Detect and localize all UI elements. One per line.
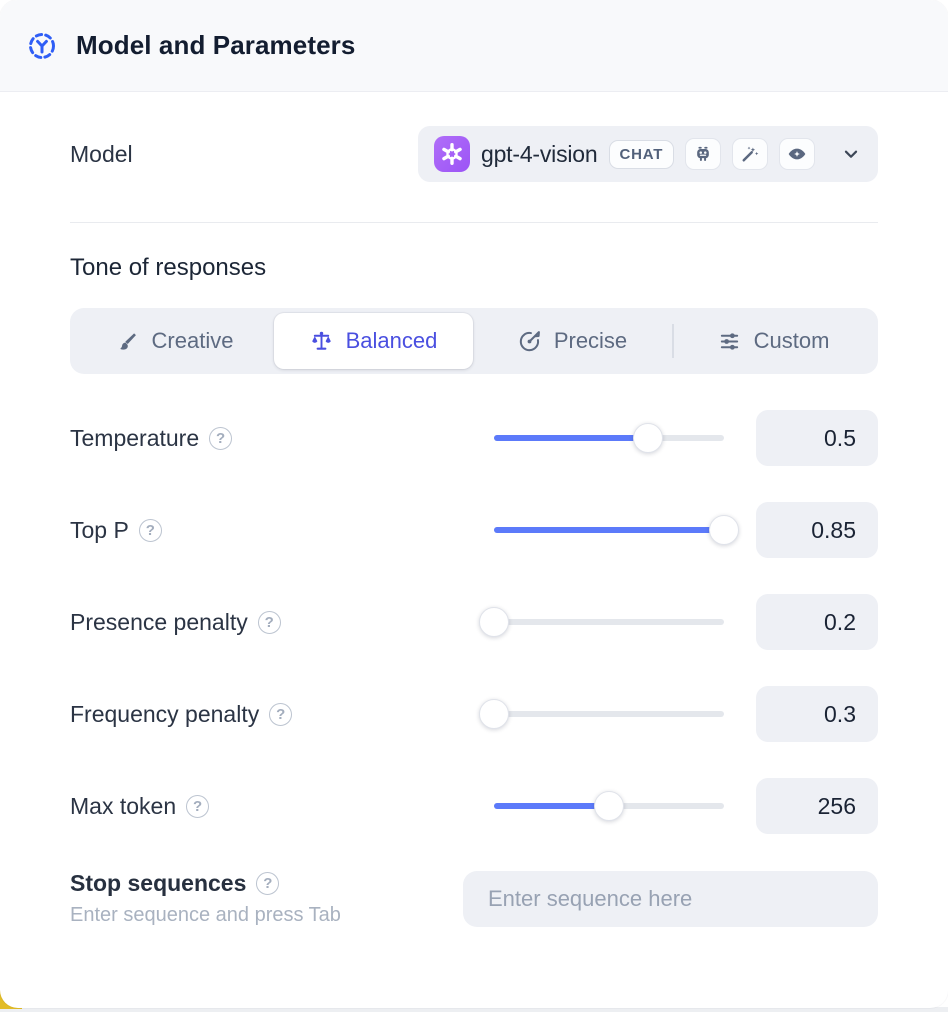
parameter-row: Presence penalty ? 0.2 (70, 594, 878, 650)
parameter-row: Frequency penalty ? 0.3 (70, 686, 878, 742)
stop-sequence-input[interactable] (463, 870, 878, 927)
help-icon[interactable]: ? (186, 794, 210, 818)
openai-logo-icon (434, 136, 470, 172)
tone-option-precise[interactable]: Precise (473, 313, 672, 369)
section-divider (70, 222, 878, 223)
tone-segmented-control: Creative Balanced (70, 308, 878, 374)
parameter-slider[interactable] (494, 791, 724, 821)
slider-thumb[interactable] (709, 515, 739, 545)
help-icon[interactable]: ? (256, 872, 280, 895)
tone-option-balanced[interactable]: Balanced (274, 313, 473, 369)
parameter-slider[interactable] (494, 515, 739, 545)
panel-header: Model and Parameters (0, 0, 948, 92)
background-strip (0, 1007, 948, 1012)
tone-option-label: Creative (151, 328, 234, 353)
slider-thumb[interactable] (479, 699, 509, 729)
help-icon[interactable]: ? (209, 426, 233, 450)
slider-track (494, 711, 724, 717)
stop-sequences-helper: Enter sequence and press Tab (70, 904, 341, 926)
slider-fill (494, 527, 724, 533)
robot-icon (685, 138, 722, 170)
panel-title: Model and Parameters (76, 30, 356, 60)
tone-option-label: Custom (753, 328, 830, 353)
parameter-label: Temperature (70, 424, 200, 451)
chevron-down-icon (840, 143, 862, 165)
slider-fill (494, 435, 649, 441)
parameter-row: Max token ? 256 (70, 778, 878, 834)
magic-wand-icon (732, 138, 769, 170)
model-label: Model (70, 140, 133, 167)
parameter-slider[interactable] (479, 699, 724, 729)
tone-option-custom[interactable]: Custom (674, 313, 873, 369)
parameter-row: Temperature ? 0.5 (70, 410, 878, 466)
vision-eye-icon (779, 138, 816, 170)
brush-icon (119, 332, 136, 350)
help-icon[interactable]: ? (269, 702, 293, 726)
segment-divider (672, 324, 674, 358)
model-type-badge: CHAT (608, 139, 675, 169)
parameter-label: Frequency penalty (70, 700, 260, 727)
sliders-icon (720, 332, 738, 350)
tone-option-creative[interactable]: Creative (75, 313, 274, 369)
slider-fill (494, 803, 609, 809)
slider-thumb[interactable] (633, 423, 664, 453)
slider-thumb[interactable] (479, 607, 509, 637)
slider-thumb[interactable] (594, 791, 624, 821)
stop-sequences-row: Stop sequences ? Enter sequence and pres… (70, 870, 878, 927)
slider-track (494, 619, 724, 625)
parameter-value[interactable]: 0.5 (756, 410, 878, 466)
parameter-row: Top P ? 0.85 (70, 502, 878, 558)
tone-heading: Tone of responses (70, 254, 267, 281)
help-icon[interactable]: ? (257, 610, 281, 634)
parameter-value[interactable]: 0.2 (756, 594, 878, 650)
model-row: Model (70, 126, 878, 182)
parameter-label: Presence penalty (70, 608, 248, 635)
parameter-label: Top P (70, 516, 129, 543)
target-icon (519, 330, 540, 351)
tone-option-label: Balanced (345, 328, 438, 353)
parameter-slider[interactable] (479, 607, 724, 637)
stop-sequences-label: Stop sequences (70, 870, 247, 896)
parameter-value[interactable]: 256 (756, 778, 878, 834)
tone-option-label: Precise (553, 328, 628, 353)
scales-icon (311, 331, 331, 350)
selected-model-name: gpt-4-vision (481, 140, 598, 167)
parameter-slider[interactable] (494, 423, 724, 453)
parameter-value[interactable]: 0.3 (756, 686, 878, 742)
parameter-value[interactable]: 0.85 (756, 502, 878, 558)
model-parameters-icon (26, 30, 58, 62)
parameter-label: Max token (70, 792, 177, 819)
help-icon[interactable]: ? (138, 518, 162, 542)
model-select[interactable]: gpt-4-vision CHAT (418, 126, 878, 182)
